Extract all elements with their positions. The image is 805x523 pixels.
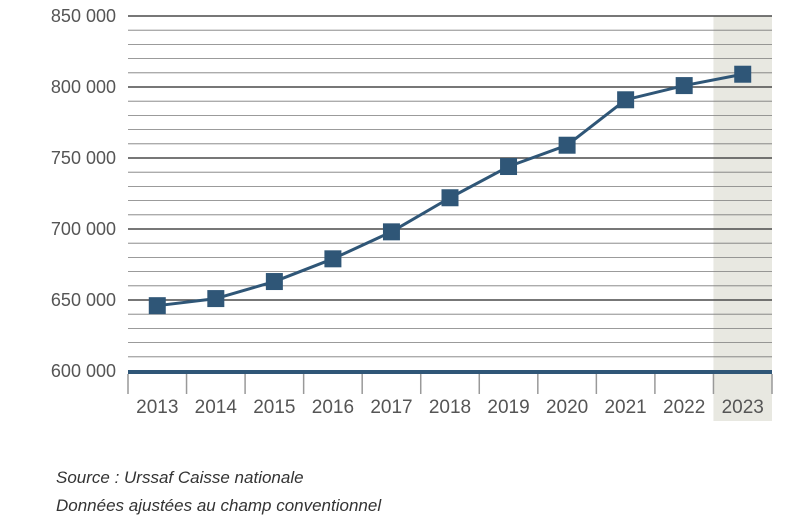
x-tick-label: 2020 xyxy=(546,397,588,418)
x-tick-label: 2017 xyxy=(370,397,412,418)
y-tick-label: 600 000 xyxy=(51,361,116,381)
data-point-2018 xyxy=(441,189,459,207)
data-point-2021 xyxy=(617,91,635,109)
highlight-band-2023 xyxy=(713,16,772,421)
data-point-2016 xyxy=(324,250,342,268)
x-tick-label: 2021 xyxy=(604,397,646,418)
x-tick-label: 2022 xyxy=(663,397,705,418)
data-point-2022 xyxy=(675,77,693,95)
y-tick-label: 700 000 xyxy=(51,219,116,239)
x-axis xyxy=(127,370,773,394)
data-point-2020 xyxy=(558,136,576,154)
x-tick-label: 2018 xyxy=(429,397,471,418)
x-tick-label: 2019 xyxy=(487,397,529,418)
x-tick-label: 2016 xyxy=(312,397,354,418)
series-layer xyxy=(148,65,752,315)
grid-layer xyxy=(128,15,772,358)
y-tick-label: 850 000 xyxy=(51,6,116,26)
y-axis-labels: 600 000 650 000 700 000 750 000 800 000 850 0… xyxy=(51,6,116,381)
data-point-2015 xyxy=(265,273,283,291)
y-tick-label: 650 000 xyxy=(51,290,116,310)
x-tick-label: 2015 xyxy=(253,397,295,418)
data-point-2017 xyxy=(382,223,400,241)
scope-note: Données ajustées au champ conventionnel xyxy=(56,496,382,515)
x-tick-label: 2023 xyxy=(722,397,764,418)
data-point-2023 xyxy=(734,65,752,83)
x-tick-label: 2013 xyxy=(136,397,178,418)
x-tick-label: 2014 xyxy=(195,397,238,418)
highlight-band-layer xyxy=(713,16,772,421)
y-tick-label: 750 000 xyxy=(51,148,116,168)
data-point-2019 xyxy=(500,158,518,176)
y-tick-label: 800 000 xyxy=(51,77,116,97)
source-note: Source : Urssaf Caisse nationale xyxy=(56,468,304,487)
x-axis-labels: 2013 2014 2015 2016 2017 2018 2019 2020 2021 2022… xyxy=(136,397,764,418)
data-point-2014 xyxy=(207,290,225,308)
data-point-2013 xyxy=(148,297,166,315)
